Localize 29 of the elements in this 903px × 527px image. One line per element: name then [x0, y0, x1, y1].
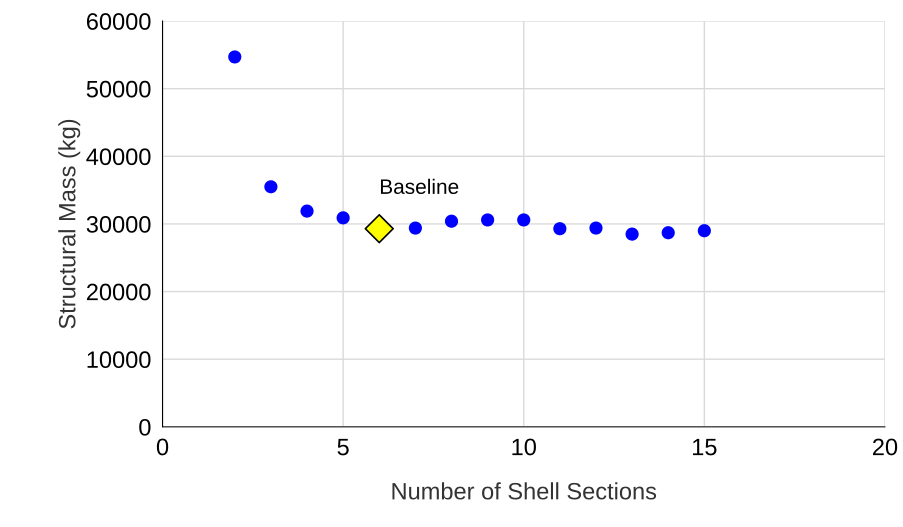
point — [228, 50, 242, 64]
y-tick-label: 60000 — [86, 13, 151, 30]
y-tick-label: 10000 — [88, 351, 151, 368]
y-tick-label: 50000 — [86, 80, 151, 98]
y-tick-label: 20000 — [86, 284, 151, 300]
y-axis-title: Structural Mass (kg) — [58, 120, 80, 329]
x-tick-label: 5 — [338, 438, 349, 456]
x-axis-title: Number of Shell Sections — [392, 482, 656, 500]
point — [589, 221, 603, 235]
point — [698, 224, 711, 238]
y-tick-label: 0 — [139, 418, 151, 436]
point — [444, 214, 458, 228]
point — [364, 214, 394, 244]
annotation: Baseline — [380, 178, 458, 194]
point — [408, 221, 422, 235]
point — [300, 204, 314, 218]
point — [336, 211, 350, 224]
point — [626, 228, 639, 241]
point — [553, 222, 566, 236]
x-tick-label: 20 — [873, 438, 898, 456]
y-tick-label: 40000 — [86, 148, 151, 166]
x-tick-label: 0 — [156, 438, 168, 456]
point — [662, 226, 675, 240]
y-tick-label: 30000 — [86, 216, 151, 233]
x-tick-label: 10 — [512, 438, 536, 456]
point — [264, 180, 278, 194]
x-tick-label: 15 — [693, 438, 716, 456]
point — [481, 213, 494, 227]
point — [517, 213, 530, 227]
